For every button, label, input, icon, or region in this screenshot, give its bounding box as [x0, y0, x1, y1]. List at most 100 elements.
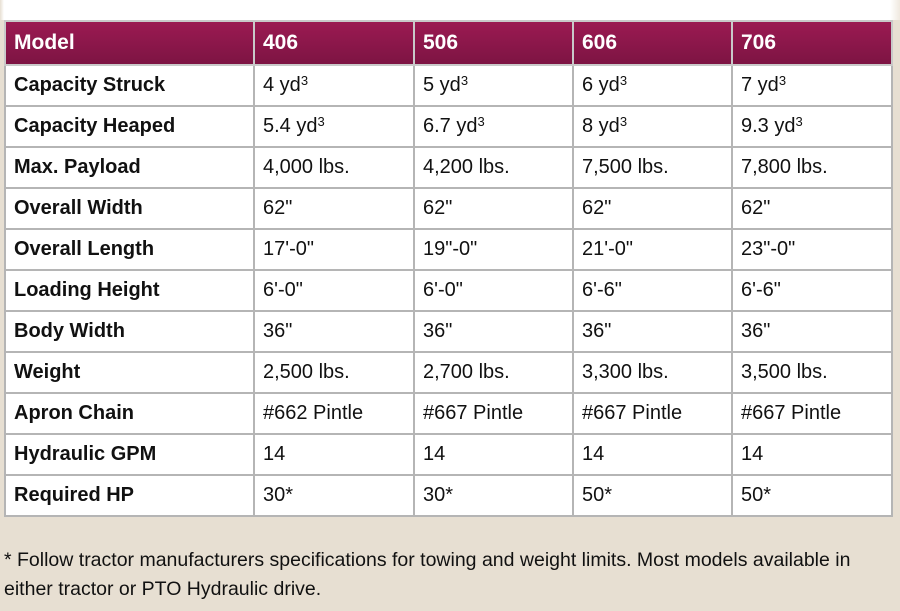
table-cell: 6.7 yd3: [413, 105, 574, 148]
top-strip: [0, 0, 900, 20]
cell-value: 6'-6": [741, 279, 781, 301]
table-row: Apron Chain #662 Pintle #667 Pintle #667 Pi…: [4, 392, 893, 435]
table-row: Overall Width 62" 62" 62" 62": [4, 187, 893, 230]
cell-value: 30*: [263, 484, 294, 506]
table-row: Capacity Heaped 5.4 yd3 6.7 yd3 8 yd3 9.3 yd…: [4, 105, 893, 148]
cell-value: 30*: [423, 484, 454, 506]
row-label: Capacity Struck: [4, 64, 255, 107]
table-cell: 23"-0": [731, 228, 893, 271]
cell-value: 21'-0": [582, 238, 633, 260]
table-row: Overall Length 17'-0" 19"-0" 21'-0" 23"-0": [4, 228, 893, 271]
row-label: Overall Width: [4, 187, 255, 230]
table-cell: 21'-0": [572, 228, 733, 271]
cell-value: 36": [582, 320, 612, 342]
row-label: Loading Height: [4, 269, 255, 312]
table-cell: 36": [572, 310, 733, 353]
cell-value: 7 yd: [741, 74, 779, 96]
cubic-superscript: 3: [795, 114, 803, 129]
table-row: Required HP 30* 30* 50* 50*: [4, 474, 893, 517]
spec-table: Model 406 506 606 706 Capacity Struck 4 y…: [4, 20, 893, 517]
footnote: * Follow tractor manufacturers specifica…: [4, 549, 851, 600]
row-label: Max. Payload: [4, 146, 255, 189]
table-cell: 30*: [253, 474, 415, 517]
cell-value: 23"-0": [741, 238, 796, 260]
table-cell: 14: [413, 433, 574, 476]
cell-value: 6.7 yd: [423, 115, 478, 137]
cubic-superscript: 3: [619, 114, 628, 129]
table-cell: 62": [572, 187, 733, 230]
cell-value: 50*: [582, 484, 613, 506]
header-model: Model: [4, 20, 255, 66]
header-706: 706: [731, 20, 893, 66]
table-cell: 5 yd3: [413, 64, 574, 107]
table-cell: 14: [731, 433, 893, 476]
cell-value: 4 yd: [263, 74, 301, 96]
table-cell: 19"-0": [413, 228, 574, 271]
table-cell: 6'-0": [253, 269, 415, 312]
cubic-superscript: 3: [317, 114, 325, 129]
cubic-superscript: 3: [460, 73, 469, 88]
row-label: Apron Chain: [4, 392, 255, 435]
cell-value: 6'-0": [263, 279, 303, 301]
cell-value: 62": [741, 197, 771, 219]
row-label: Weight: [4, 351, 255, 394]
table-cell: 36": [253, 310, 415, 353]
cell-value: 36": [423, 320, 453, 342]
table-row: Max. Payload 4,000 lbs. 4,200 lbs. 7,500 lb…: [4, 146, 893, 189]
table-cell: 7,800 lbs.: [731, 146, 893, 189]
cell-value: 9.3 yd: [741, 115, 796, 137]
cell-value: 19"-0": [423, 238, 478, 260]
row-label: Required HP: [4, 474, 255, 517]
table-cell: 62": [253, 187, 415, 230]
cell-value: 6'-0": [423, 279, 463, 301]
table-row: Loading Height 6'-0" 6'-0" 6'-6" 6'-6": [4, 269, 893, 312]
cell-value: 36": [741, 320, 771, 342]
table-cell: 62": [731, 187, 893, 230]
cell-value: 14: [263, 443, 286, 465]
cell-value: 3,500 lbs.: [741, 361, 828, 383]
row-label: Overall Length: [4, 228, 255, 271]
table-cell: 5.4 yd3: [253, 105, 415, 148]
table-cell: 17'-0": [253, 228, 415, 271]
cubic-superscript: 3: [477, 114, 485, 129]
table-row: Capacity Struck 4 yd3 5 yd3 6 yd3 7 yd3: [4, 64, 893, 107]
cell-value: #667 Pintle: [741, 402, 842, 424]
table-cell: 6'-6": [572, 269, 733, 312]
cell-value: 3,300 lbs.: [582, 361, 669, 383]
cell-value: 62": [423, 197, 453, 219]
table-cell: 9.3 yd3: [731, 105, 893, 148]
table-cell: 7 yd3: [731, 64, 893, 107]
cell-value: 5.4 yd: [263, 115, 318, 137]
table-cell: 36": [413, 310, 574, 353]
table-cell: 4,200 lbs.: [413, 146, 574, 189]
cell-value: 2,500 lbs.: [263, 361, 350, 383]
table-cell: 30*: [413, 474, 574, 517]
table-cell: #667 Pintle: [572, 392, 733, 435]
table-cell: #667 Pintle: [413, 392, 574, 435]
table-cell: 4 yd3: [253, 64, 415, 107]
cell-value: 62": [263, 197, 293, 219]
row-label: Hydraulic GPM: [4, 433, 255, 476]
table-cell: 7,500 lbs.: [572, 146, 733, 189]
row-label: Capacity Heaped: [4, 105, 255, 148]
cell-value: 14: [741, 443, 764, 465]
table-cell: 6'-0": [413, 269, 574, 312]
table-row: Weight 2,500 lbs. 2,700 lbs. 3,300 lbs. 3,50…: [4, 351, 893, 394]
header-606: 606: [572, 20, 733, 66]
table-cell: 50*: [731, 474, 893, 517]
table-cell: 36": [731, 310, 893, 353]
table-cell: 50*: [572, 474, 733, 517]
table-cell: 3,500 lbs.: [731, 351, 893, 394]
table-cell: 2,700 lbs.: [413, 351, 574, 394]
cell-value: 17'-0": [263, 238, 314, 260]
cell-value: 6'-6": [582, 279, 622, 301]
cubic-superscript: 3: [778, 73, 787, 88]
cell-value: 14: [582, 443, 605, 465]
cell-value: 8 yd: [582, 115, 620, 137]
cell-value: #667 Pintle: [423, 402, 524, 424]
header-506: 506: [413, 20, 574, 66]
table-cell: #662 Pintle: [253, 392, 415, 435]
cell-value: 62": [582, 197, 612, 219]
table-cell: 14: [253, 433, 415, 476]
table-cell: 62": [413, 187, 574, 230]
